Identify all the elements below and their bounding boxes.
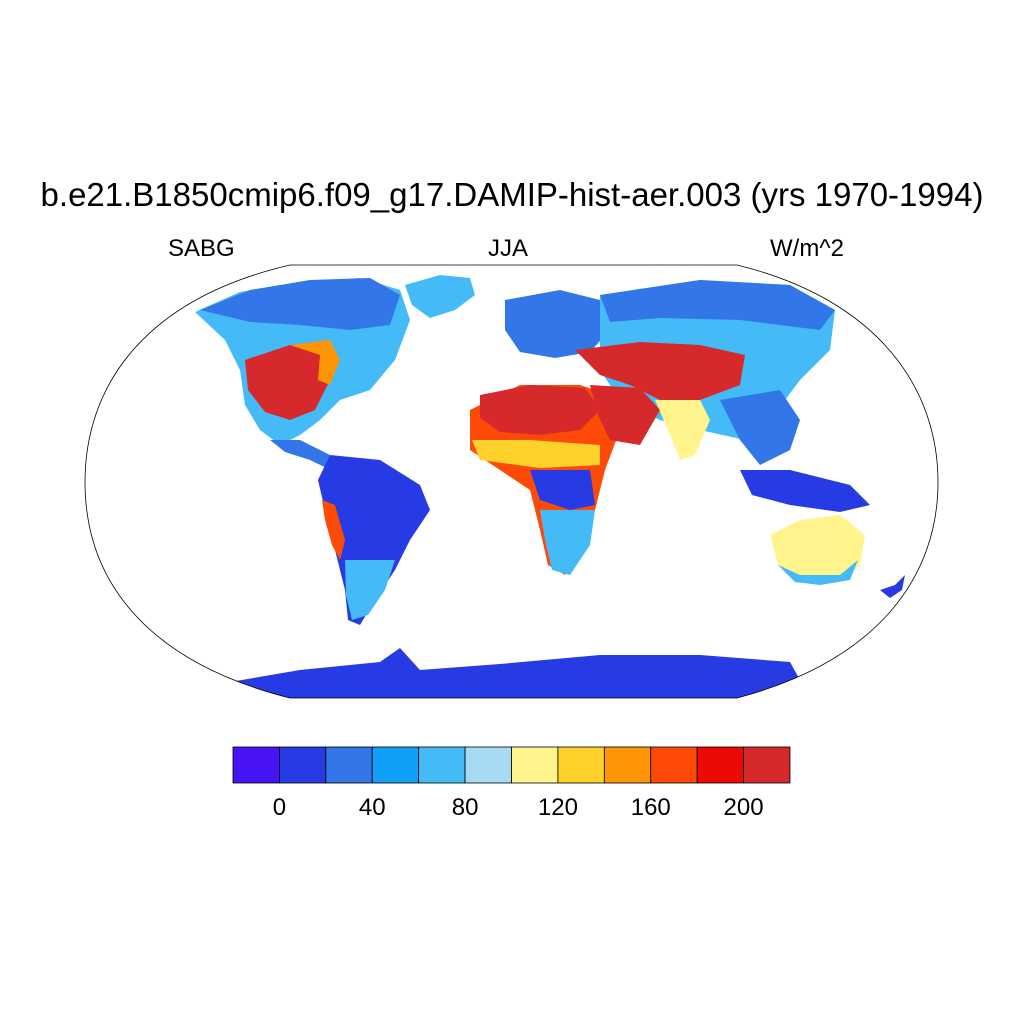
colorbar-tick-label: 80 (452, 794, 479, 821)
maritime-continent (740, 470, 870, 512)
colorbar-segment (232, 746, 280, 784)
variable-label: SABG (168, 235, 235, 262)
north-america-west-hot (245, 345, 330, 420)
colorbar-segment (279, 746, 327, 784)
greenland (405, 275, 475, 318)
colorbar-tick-labels: 0 40 80 120 160 200 (273, 794, 764, 821)
colorbar-segment (325, 746, 373, 784)
sahel-band (472, 440, 600, 468)
central-africa-cool (530, 470, 595, 510)
world-map (84, 264, 939, 699)
europe-land (505, 290, 610, 358)
colorbar-tick-label: 120 (538, 794, 578, 821)
colorbar-segment (511, 746, 559, 784)
colorbar-segment (696, 746, 744, 784)
southeast-asia (720, 390, 800, 465)
colorbar-segment (650, 746, 698, 784)
new-zealand (880, 575, 905, 598)
sahara-hot (480, 385, 600, 435)
north-america-warm-ring (290, 340, 340, 385)
antarctica (230, 648, 800, 698)
colorbar-tick-label: 200 (724, 794, 764, 821)
units-label: W/m^2 (770, 235, 844, 262)
arabia-hot (590, 385, 660, 445)
india (655, 400, 710, 460)
canada-arctic-land (200, 278, 400, 330)
colorbar-tick-label: 40 (359, 794, 386, 821)
colorbar-segment (464, 746, 512, 784)
central-asia-hot (575, 342, 745, 400)
plot-title: b.e21.B1850cmip6.f09_g17.DAMIP-hist-aer.… (40, 176, 984, 213)
land-fill (195, 275, 905, 698)
southern-africa (540, 510, 595, 575)
andes-hot (322, 500, 345, 560)
colorbar-segment (557, 746, 605, 784)
colorbar-segment (371, 746, 420, 784)
colorbar-segment (743, 746, 791, 784)
colorbar-segment (603, 746, 652, 784)
globe-outline (84, 264, 939, 699)
south-america-south (345, 560, 395, 620)
colorbar (232, 746, 791, 784)
australia-coast (778, 560, 858, 585)
colorbar-tick-label: 0 (273, 794, 286, 821)
australia-land (770, 515, 865, 580)
colorbar-segment (418, 746, 466, 784)
season-label: JJA (488, 235, 529, 262)
siberia-land (600, 280, 835, 330)
colorbar-tick-label: 160 (631, 794, 671, 821)
